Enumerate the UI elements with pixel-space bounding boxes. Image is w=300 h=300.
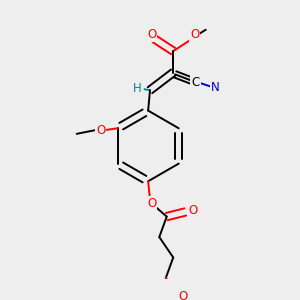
Text: O: O xyxy=(147,197,157,210)
Text: O: O xyxy=(147,28,157,41)
Text: O: O xyxy=(96,124,105,136)
Text: O: O xyxy=(190,28,199,41)
Text: C: C xyxy=(191,76,200,89)
Text: O: O xyxy=(178,290,187,300)
Text: H: H xyxy=(133,82,141,95)
Text: N: N xyxy=(211,81,219,94)
Text: O: O xyxy=(188,204,197,217)
